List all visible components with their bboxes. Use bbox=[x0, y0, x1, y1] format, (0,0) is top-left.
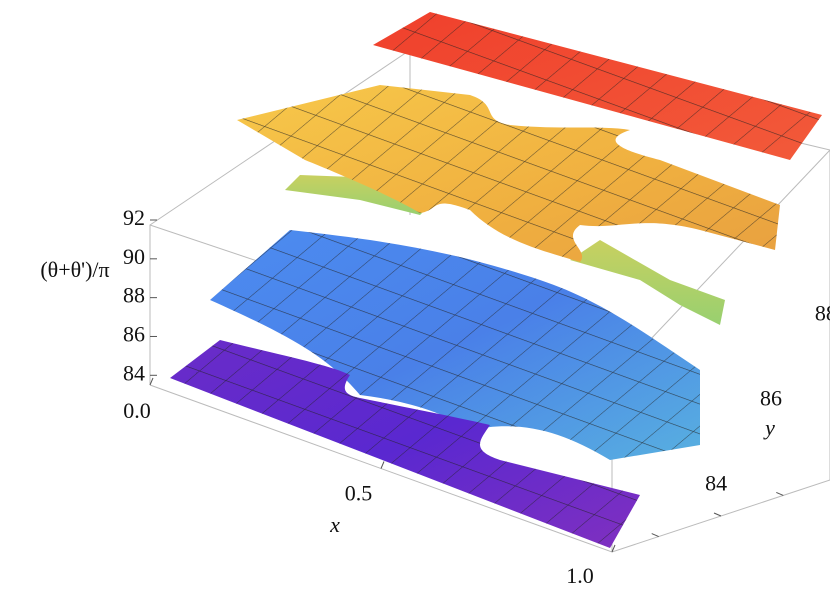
x-tick bbox=[149, 377, 154, 386]
surface-mesh bbox=[170, 340, 640, 548]
y-tick bbox=[776, 491, 784, 496]
y-axis-label: y bbox=[763, 415, 775, 440]
z-tick-label: 88 bbox=[123, 283, 145, 308]
x-axis-label: x bbox=[329, 512, 340, 537]
surface-mesh bbox=[237, 85, 780, 262]
surface-green bbox=[285, 175, 430, 215]
x-tick bbox=[611, 544, 616, 553]
y-tick-label: 84 bbox=[705, 470, 727, 495]
ticks: 84 86 88 90 92 0.0 0.5 1.0 84 86 88 bbox=[123, 205, 830, 588]
surfaces bbox=[170, 12, 822, 548]
x-tick-label: 0.5 bbox=[345, 481, 373, 506]
x-tick-label: 1.0 bbox=[566, 563, 594, 588]
z-tick-label: 86 bbox=[123, 322, 145, 347]
y-tick bbox=[713, 512, 722, 517]
z-axis-label: (θ+θ')/π bbox=[40, 257, 109, 282]
z-tick-label: 92 bbox=[123, 205, 145, 230]
surface-mesh bbox=[210, 230, 700, 460]
surface-mesh bbox=[373, 12, 822, 160]
x-tick-label: 0.0 bbox=[123, 398, 151, 423]
y-tick bbox=[651, 533, 659, 538]
z-tick-label: 84 bbox=[123, 360, 145, 385]
x-tick bbox=[380, 461, 385, 469]
y-tick-label: 88 bbox=[815, 301, 830, 326]
z-tick-label: 90 bbox=[123, 244, 145, 269]
surface-green bbox=[570, 240, 725, 325]
y-tick-label: 86 bbox=[760, 386, 782, 411]
